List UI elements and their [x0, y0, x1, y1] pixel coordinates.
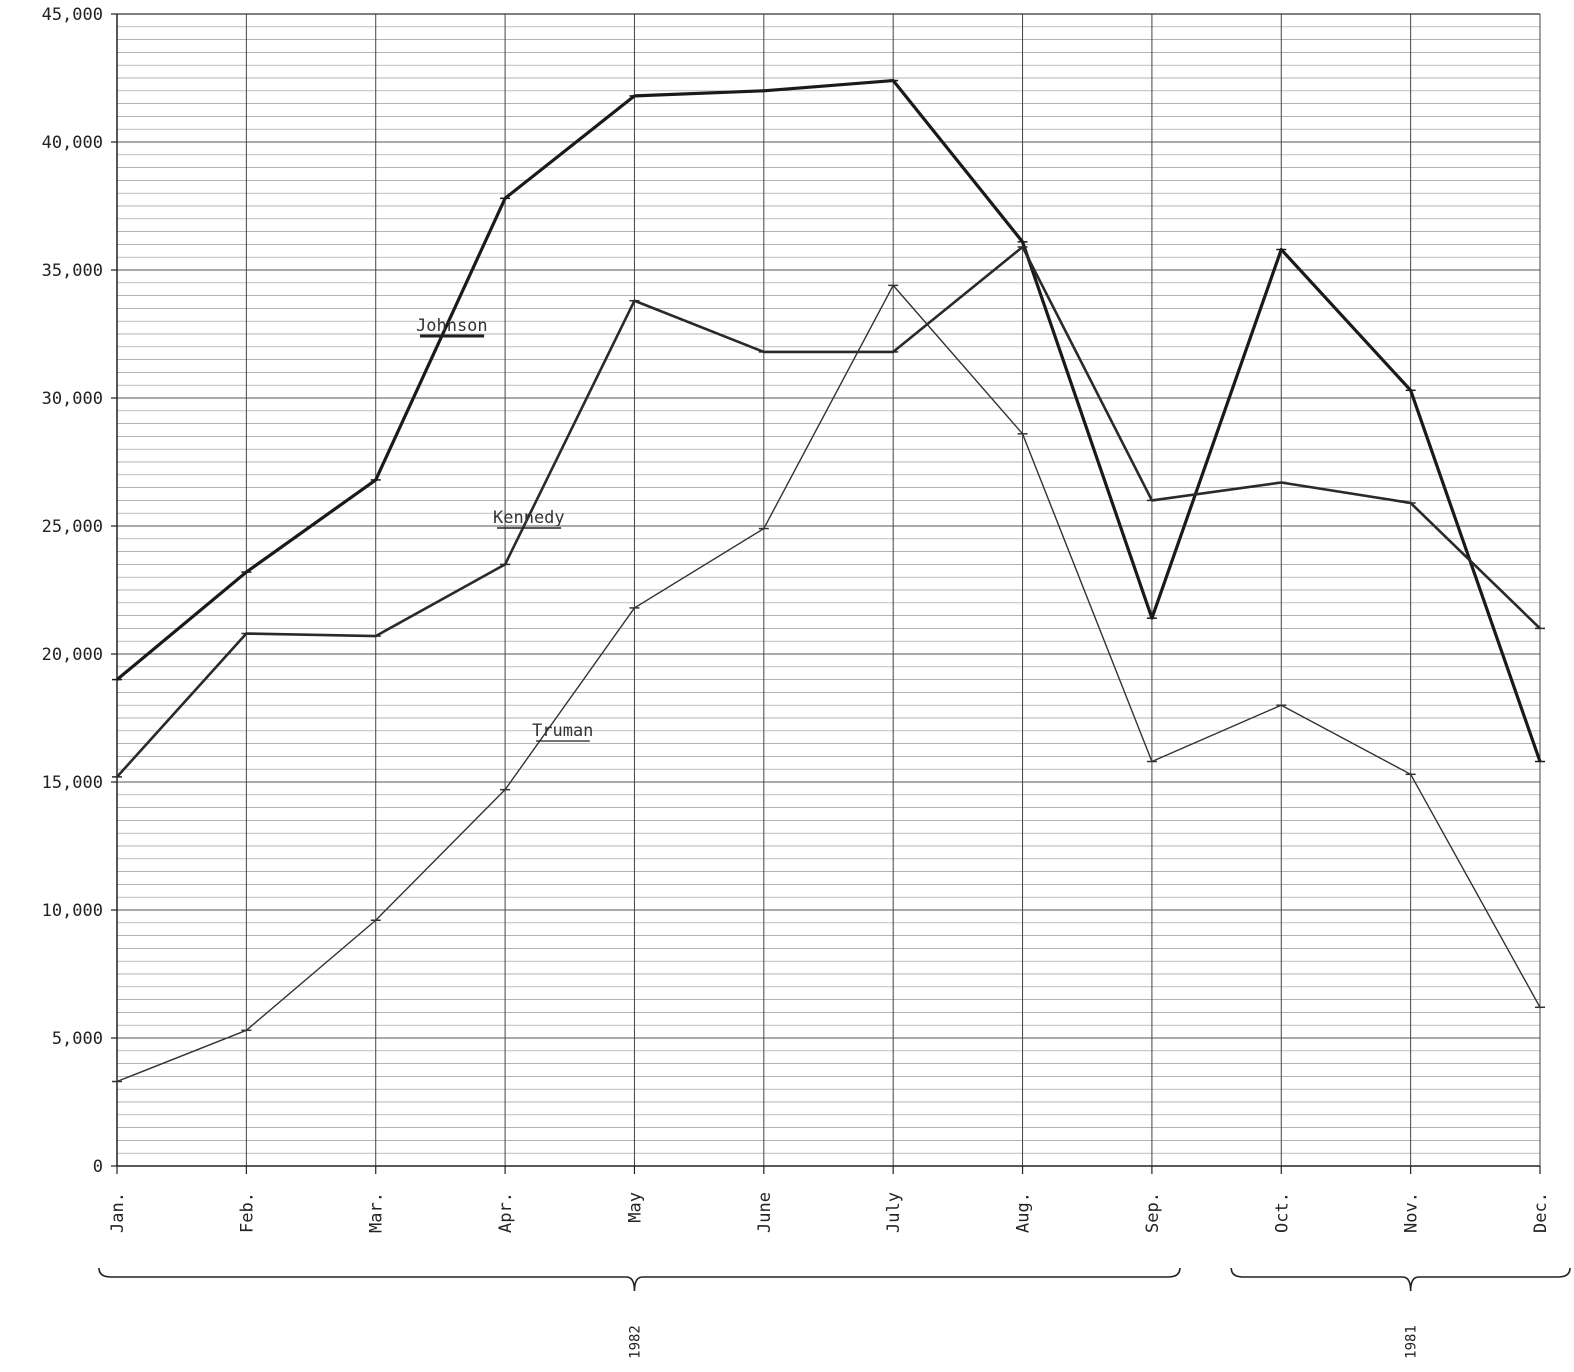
series-label-kennedy: Kennedy	[493, 508, 565, 528]
y-axis-ticks: 0 5,000 10,000 15,000 20,000 25,000 30,000 35,0…	[42, 5, 117, 1177]
x-tick-label: June	[755, 1192, 775, 1233]
y-tick-label: 30,000	[42, 389, 103, 409]
x-tick-label: Dec.	[1531, 1192, 1551, 1233]
x-tick-label: May	[625, 1192, 645, 1223]
x-tick-label: Mar.	[367, 1192, 387, 1233]
series-labels: Johnson Kennedy Truman	[416, 316, 593, 742]
y-tick-label: 20,000	[42, 645, 103, 665]
year-label: 1982	[627, 1325, 643, 1359]
series-label-truman: Truman	[532, 721, 593, 741]
x-tick-label: Jan.	[108, 1192, 128, 1233]
series-line-kennedy	[116, 245, 1541, 778]
y-tick-label: 45,000	[42, 5, 103, 25]
series-line-truman	[116, 284, 1541, 1083]
y-tick-label: 40,000	[42, 133, 103, 153]
x-tick-label: Aug.	[1014, 1192, 1034, 1233]
series-label-johnson: Johnson	[416, 316, 488, 336]
y-tick-label: 25,000	[42, 517, 103, 537]
x-tick-label: Feb.	[237, 1192, 257, 1233]
chart-grid	[117, 14, 1541, 1166]
chart-axes	[116, 13, 1540, 1167]
x-tick-label: Sep.	[1143, 1192, 1163, 1233]
y-tick-label: 15,000	[42, 773, 103, 793]
y-tick-label: 10,000	[42, 901, 103, 921]
x-tick-label: Apr.	[496, 1192, 516, 1233]
x-tick-label: Oct.	[1272, 1192, 1292, 1233]
year-label: 1981	[1404, 1325, 1420, 1359]
y-tick-label: 5,000	[52, 1029, 103, 1049]
year-bracket	[98, 1267, 1181, 1292]
x-tick-label: July	[884, 1192, 904, 1233]
year-brackets: 1982 1981	[98, 1267, 1571, 1359]
y-tick-label: 0	[93, 1157, 103, 1177]
year-bracket	[1230, 1267, 1571, 1292]
x-axis-ticks: Jan. Feb. Mar. Apr. May June July Aug. Sep. Oct. N…	[108, 1166, 1551, 1233]
series-line-johnson	[115, 78, 1542, 763]
y-tick-label: 35,000	[42, 261, 103, 281]
chart-series	[112, 78, 1545, 1083]
x-tick-label: Nov.	[1402, 1192, 1422, 1233]
